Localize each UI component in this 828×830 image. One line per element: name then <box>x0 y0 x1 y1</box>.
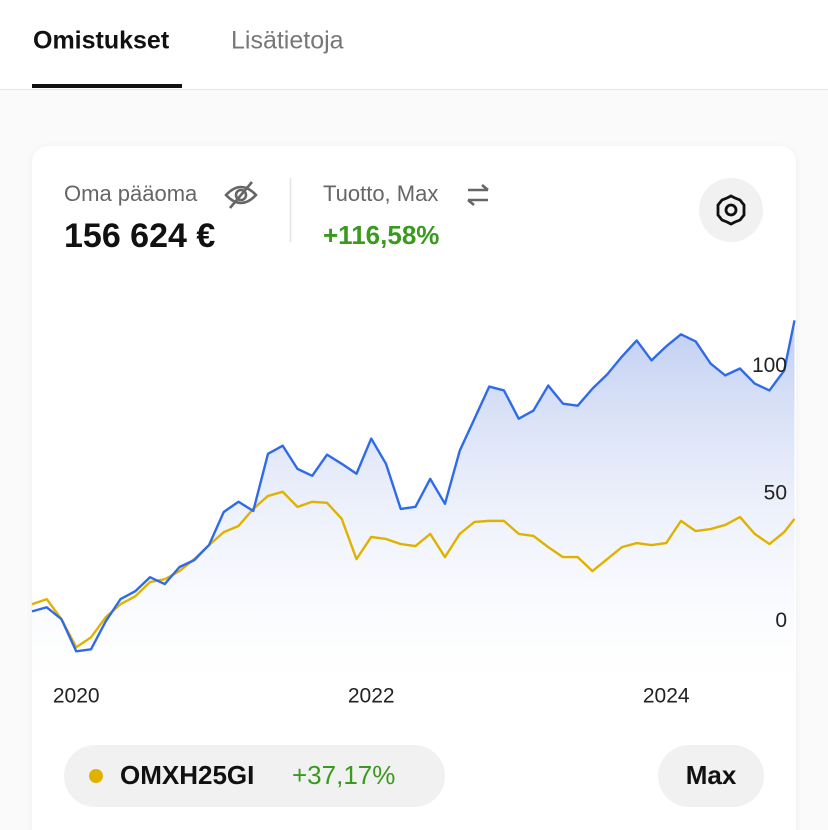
settings-icon <box>716 194 746 226</box>
equity-value: 156 624 € <box>64 217 215 255</box>
x-tick-label: 2020 <box>53 685 100 708</box>
y-tick-label: 100 <box>752 354 787 377</box>
range-label: Max <box>686 760 737 790</box>
settings-button[interactable] <box>699 178 763 242</box>
tab[interactable]: Lisätietoja <box>231 27 344 55</box>
tab-bar <box>0 0 828 89</box>
tab-underline <box>32 84 182 88</box>
range-button[interactable] <box>658 745 764 807</box>
equity-label: Oma pääoma <box>64 181 198 206</box>
hide-icon[interactable] <box>224 181 258 209</box>
y-tick-label: 0 <box>775 609 787 632</box>
x-tick-label: 2024 <box>643 685 690 708</box>
x-tick-label: 2022 <box>348 685 395 708</box>
legend-dot <box>89 769 103 783</box>
legend-return: +37,17% <box>292 760 395 790</box>
line <box>31 490 796 649</box>
return-value: +116,58% <box>323 220 439 250</box>
line <box>31 320 796 653</box>
area <box>32 320 795 685</box>
legend-pill[interactable] <box>64 745 445 807</box>
legend-name: OMXH25GI <box>120 760 254 790</box>
y-tick-label: 50 <box>764 481 787 504</box>
swap-icon[interactable] <box>467 184 489 206</box>
tab-active[interactable]: Omistukset <box>33 27 170 55</box>
return-label: Tuotto, Max <box>323 181 438 206</box>
chart: 0 50 100 2020 2022 2024 <box>31 320 796 708</box>
